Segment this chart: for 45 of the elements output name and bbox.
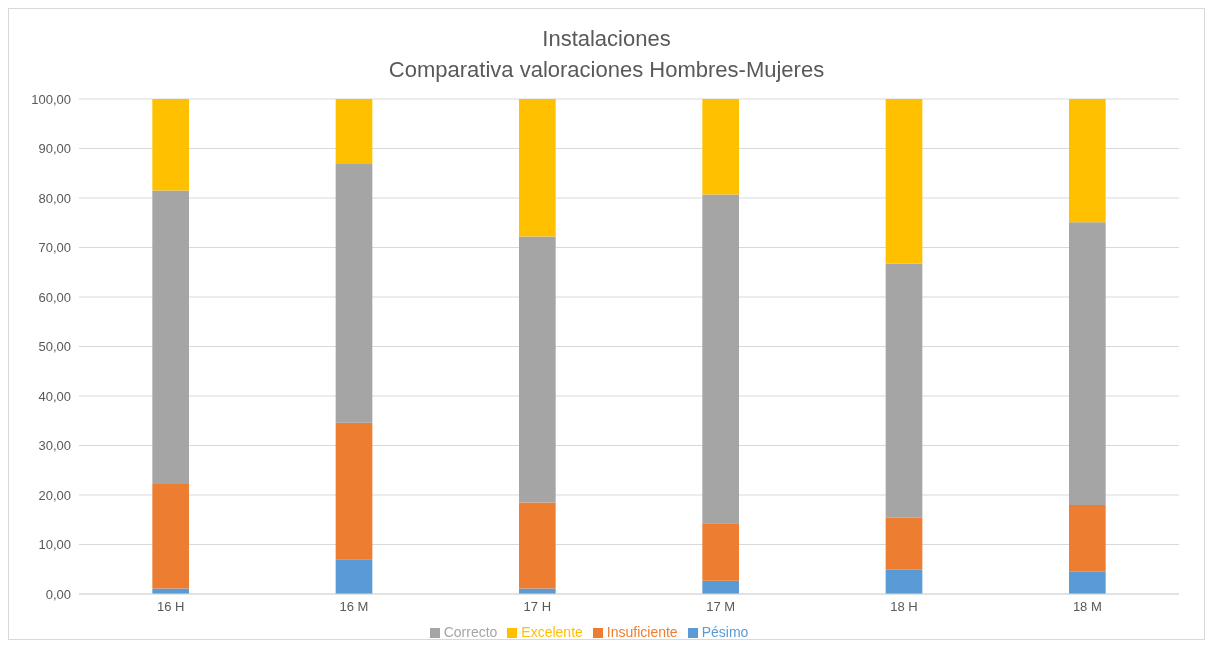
- bar: [1069, 504, 1106, 572]
- legend-label: Correcto: [443, 624, 498, 640]
- chart-title: Instalaciones: [541, 25, 672, 53]
- legend-label: Pésimo: [701, 624, 749, 640]
- y-tick-label: 40,00: [38, 388, 71, 404]
- y-tick-label: 60,00: [38, 289, 71, 305]
- bar: [335, 559, 373, 594]
- bar: [702, 580, 739, 594]
- bar: [152, 99, 189, 191]
- x-tick-label: 16 H: [156, 599, 185, 615]
- y-tick-label: 90,00: [38, 141, 71, 157]
- bar: [885, 263, 923, 518]
- bar: [152, 190, 189, 485]
- bar: [702, 194, 739, 524]
- bar: [335, 422, 373, 560]
- y-tick-label: 30,00: [38, 438, 71, 454]
- x-tick-label: 17 M: [706, 599, 736, 615]
- y-tick-label: 70,00: [38, 240, 71, 256]
- bar: [335, 99, 373, 164]
- y-tick-label: 100,00: [31, 91, 71, 107]
- x-tick-label: 16 M: [339, 599, 369, 615]
- bar: [519, 99, 556, 237]
- bar: [885, 569, 923, 594]
- bar: [519, 502, 556, 589]
- bar: [1069, 99, 1106, 223]
- chart-subtitle: Comparativa valoraciones Hombres-Mujeres: [387, 56, 826, 84]
- bar: [702, 99, 739, 195]
- legend-label: Excelente: [521, 624, 583, 640]
- x-tick-label: 18 M: [1072, 599, 1102, 615]
- bar: [885, 99, 923, 264]
- x-tick-label: 17 H: [523, 599, 552, 615]
- bar: [702, 523, 739, 581]
- bar: [1069, 571, 1106, 594]
- y-tick-label: 10,00: [38, 537, 71, 553]
- x-tick-label: 18 H: [890, 599, 918, 615]
- y-tick-label: 50,00: [38, 339, 71, 355]
- bar: [519, 236, 556, 503]
- bar: [335, 163, 373, 423]
- bar: [152, 484, 189, 589]
- y-tick-label: 80,00: [38, 190, 71, 206]
- y-tick-label: 20,00: [38, 487, 71, 503]
- legend-label: Insuficiente: [606, 624, 678, 640]
- bar: [885, 517, 923, 570]
- y-tick-label: 0,00: [45, 586, 71, 602]
- bar: [1069, 222, 1106, 505]
